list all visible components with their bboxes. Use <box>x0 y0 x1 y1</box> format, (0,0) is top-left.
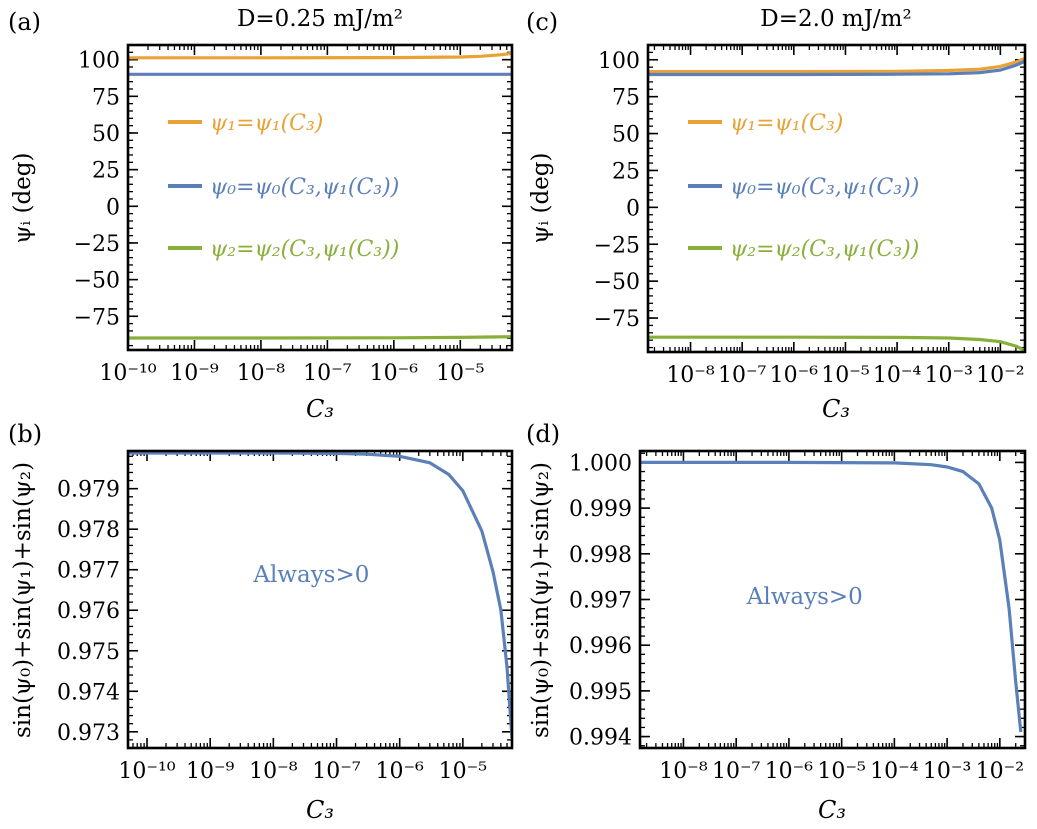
x-tick-label: 10⁻² <box>976 759 1024 784</box>
panel-label: (d) <box>526 420 560 448</box>
plot-frame <box>646 43 1027 354</box>
panel-b: (b) 10⁻¹⁰ 10⁻⁹ 10⁻⁸ 10⁻⁷ 10⁻⁶ 10⁻⁵ 0.973 0.974 0.… <box>8 420 514 824</box>
y-tick-label: −50 <box>74 269 120 294</box>
y-tick-label: 100 <box>598 49 640 74</box>
x-tick-label: 10⁻⁹ <box>186 759 235 784</box>
x-tick-label: 10⁻⁸ <box>666 363 715 388</box>
y-tick-label: 0.997 <box>569 589 632 614</box>
y-tick-label: 25 <box>92 159 120 184</box>
x-tick-label: 10⁻⁷ <box>712 759 761 784</box>
y-axis-label: sin(ψ₀)+sin(ψ₁)+sin(ψ₂) <box>528 462 554 738</box>
x-tick-label: 10⁻⁷ <box>718 363 767 388</box>
plot-frame <box>638 449 1027 750</box>
panel-label: (c) <box>526 8 558 36</box>
x-tick-label: 10⁻⁷ <box>303 361 352 386</box>
panel-a: (a) D=0.25 mJ/m² 10⁻¹⁰ 10⁻⁹ 10⁻⁸ 10⁻⁷ 10⁻⁶ 10⁻⁵… <box>8 6 514 423</box>
x-tick-label: 10⁻⁵ <box>821 363 869 388</box>
series-line-1 <box>128 451 512 739</box>
y-tick-label: 0.999 <box>569 497 632 522</box>
y-tick-label: 1.000 <box>569 451 632 476</box>
x-tick-label: 10⁻³ <box>923 759 971 784</box>
y-tick-label: 50 <box>612 123 640 148</box>
x-axis-label: C₃ <box>822 395 850 423</box>
x-tick-label: 10⁻⁶ <box>770 363 819 388</box>
y-tick-label: 25 <box>612 159 640 184</box>
y-tick-label: 0 <box>626 196 640 221</box>
panel-d: (d) 10⁻⁸ 10⁻⁷ 10⁻⁶ 10⁻⁵ 10⁻⁴ 10⁻³ 10⁻² 1.000 0.99… <box>526 420 1027 824</box>
y-tick-label: −75 <box>594 307 640 332</box>
x-tick-label: 10⁻¹⁰ <box>118 759 175 784</box>
chart-title: D=0.25 mJ/m² <box>237 6 403 32</box>
panel-label: (b) <box>8 420 42 448</box>
x-tick-label: 10⁻² <box>976 363 1024 388</box>
x-tick-label: 10⁻⁸ <box>249 759 298 784</box>
legend-entry: ψ₀=ψ₀(C₃,ψ₁(C₃)) <box>210 175 399 200</box>
y-tick-label: 0.973 <box>57 721 120 746</box>
series-line-1 <box>648 56 1025 74</box>
y-tick-label: 0.977 <box>57 559 120 584</box>
series-line-3 <box>648 335 1025 352</box>
y-tick-label: 75 <box>92 85 120 110</box>
x-tick-label: 10⁻¹⁰ <box>99 361 156 386</box>
plot-frame <box>126 449 514 750</box>
x-tick-label: 10⁻⁸ <box>659 759 708 784</box>
y-axis-label: ψᵢ (deg) <box>528 153 554 244</box>
y-tick-label: 75 <box>612 86 640 111</box>
y-tick-label: 100 <box>78 49 120 74</box>
x-tick-label: 10⁻⁸ <box>237 361 286 386</box>
legend-entry: ψ₁=ψ₁(C₃) <box>210 111 323 136</box>
x-tick-label: 10⁻³ <box>925 363 973 388</box>
y-tick-label: 0 <box>106 195 120 220</box>
y-tick-label: −50 <box>594 270 640 295</box>
x-tick-label: 10⁻⁶ <box>375 759 424 784</box>
legend-entry: ψ₂=ψ₂(C₃,ψ₁(C₃)) <box>210 237 399 262</box>
x-tick-label: 10⁻⁹ <box>170 361 219 386</box>
legend-entry: ψ₂=ψ₂(C₃,ψ₁(C₃)) <box>730 237 919 262</box>
y-tick-label: 0.998 <box>569 543 632 568</box>
y-tick-label: 0.974 <box>57 680 120 705</box>
x-tick-label: 10⁻⁶ <box>370 361 419 386</box>
y-tick-label: 0.975 <box>57 640 120 665</box>
y-tick-label: 0.978 <box>57 518 120 543</box>
y-tick-label: 0.996 <box>569 634 632 659</box>
x-tick-label: 10⁻⁶ <box>765 759 814 784</box>
y-tick-label: −75 <box>74 305 120 330</box>
legend-entry: ψ₁=ψ₁(C₃) <box>730 111 843 136</box>
x-tick-label: 10⁻⁴ <box>870 759 919 784</box>
series-line-1 <box>640 460 1023 733</box>
series-line-1 <box>128 51 512 60</box>
x-tick-label: 10⁻⁵ <box>439 759 487 784</box>
x-tick-label: 10⁻⁵ <box>436 361 484 386</box>
y-axis-label: sin(ψ₀)+sin(ψ₁)+sin(ψ₂) <box>10 462 36 738</box>
y-axis-label: ψᵢ (deg) <box>10 153 36 244</box>
x-tick-label: 10⁻⁴ <box>873 363 922 388</box>
chart-title: D=2.0 mJ/m² <box>760 6 911 32</box>
annotation-text: Always>0 <box>746 584 863 610</box>
panel-label: (a) <box>8 8 41 36</box>
y-tick-label: 0.995 <box>569 680 632 705</box>
y-tick-label: 50 <box>92 122 120 147</box>
series-line-2 <box>648 59 1025 77</box>
plot-frame <box>126 43 514 352</box>
y-tick-label: −25 <box>74 232 120 257</box>
x-axis-label: C₃ <box>818 796 846 824</box>
annotation-text: Always>0 <box>252 562 369 588</box>
x-tick-label: 10⁻⁵ <box>817 759 865 784</box>
legend-entry: ψ₀=ψ₀(C₃,ψ₁(C₃)) <box>730 175 919 200</box>
y-tick-label: −25 <box>594 233 640 258</box>
y-tick-label: 0.979 <box>57 478 120 503</box>
x-axis-label: C₃ <box>306 796 334 824</box>
x-axis-label: C₃ <box>306 395 334 423</box>
y-tick-label: 0.976 <box>57 599 120 624</box>
series-line-3 <box>128 335 512 340</box>
y-tick-label: 0.994 <box>569 726 632 751</box>
x-tick-label: 10⁻⁷ <box>312 759 361 784</box>
